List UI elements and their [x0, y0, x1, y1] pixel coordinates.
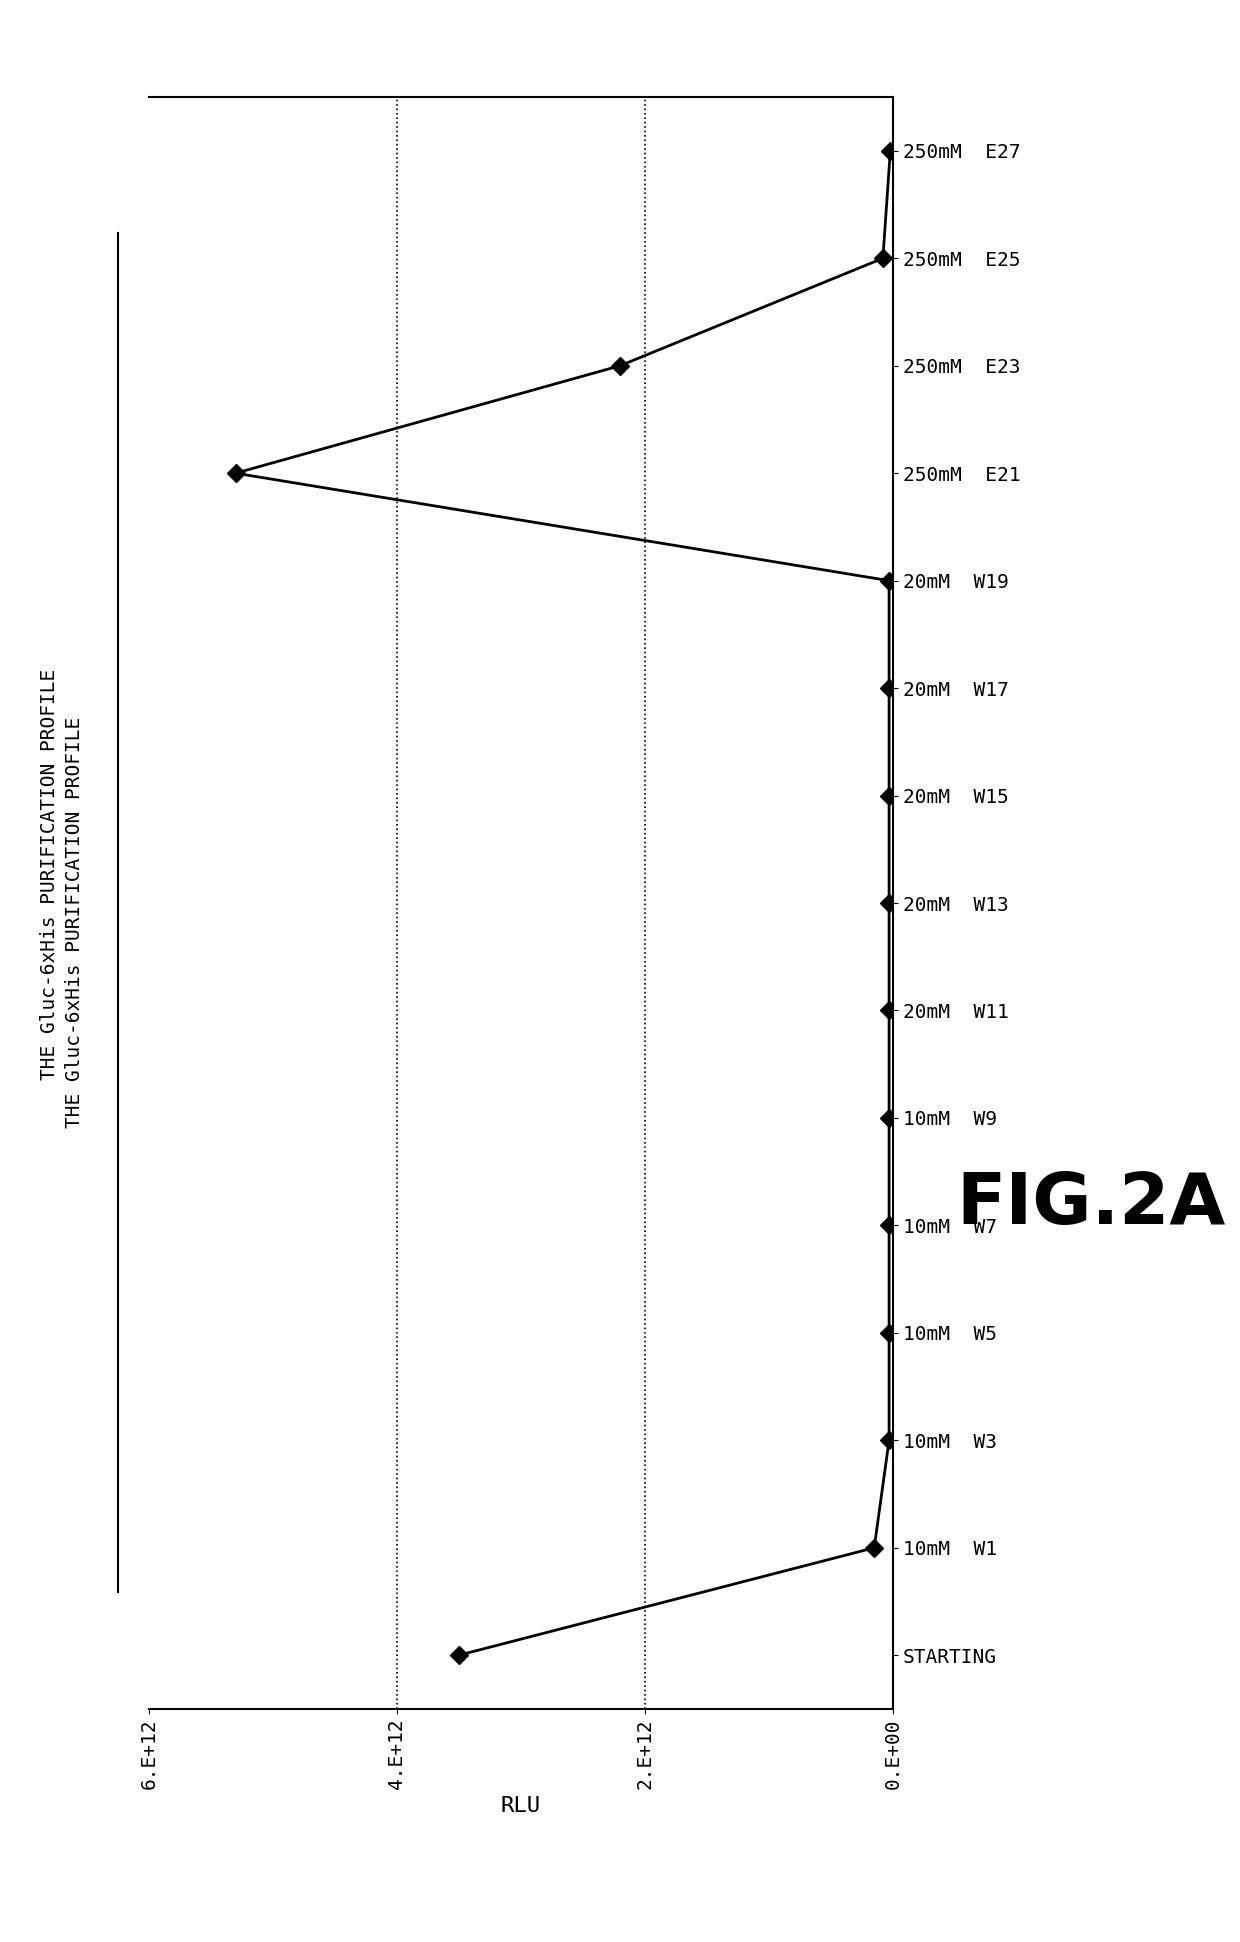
Text: THE Gluc-6xHis PURIFICATION PROFILE: THE Gluc-6xHis PURIFICATION PROFILE: [64, 717, 84, 1128]
X-axis label: RLU: RLU: [501, 1796, 541, 1816]
Text: FIG.2A: FIG.2A: [956, 1169, 1226, 1239]
Text: THE Gluc-6xHis PURIFICATION PROFILE: THE Gluc-6xHis PURIFICATION PROFILE: [40, 668, 60, 1080]
Text: THE Gluc-6xHis PURIFICATION PROFILE: THE Gluc-6xHis PURIFICATION PROFILE: [77, 668, 97, 1080]
